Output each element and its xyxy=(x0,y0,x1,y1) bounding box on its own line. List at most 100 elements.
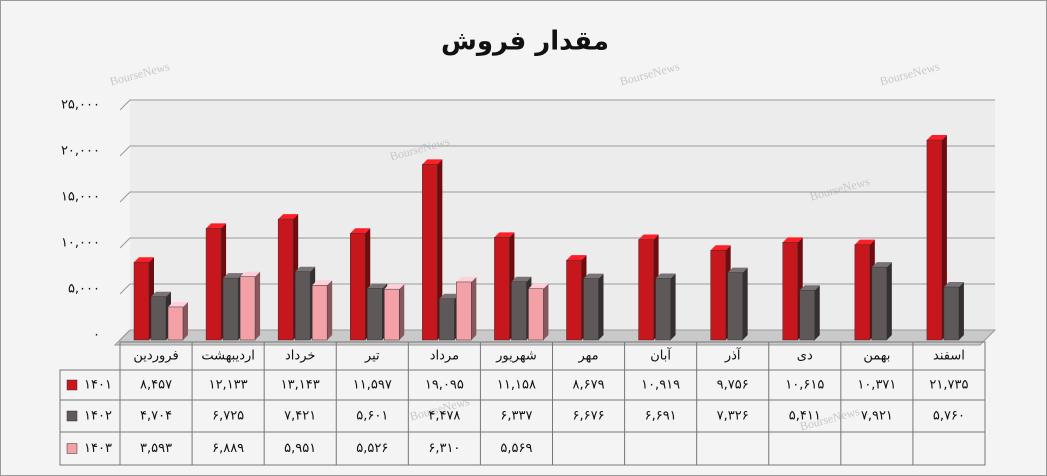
bar xyxy=(311,285,328,341)
value-label: ۷,۹۲۱ xyxy=(861,409,893,424)
bar-top xyxy=(655,273,676,279)
bar-side xyxy=(598,273,604,340)
grid-line xyxy=(119,99,995,111)
value-label: ۵,۴۱۱ xyxy=(789,409,821,424)
bar-top xyxy=(943,282,964,288)
bar xyxy=(150,296,167,341)
bar-top xyxy=(384,284,405,290)
value-label: ۹,۷۵۶ xyxy=(717,378,749,393)
bar-top xyxy=(439,293,460,299)
bar-top xyxy=(456,276,477,282)
value-label: ۵,۵۶۹ xyxy=(500,441,532,456)
bar xyxy=(167,306,184,341)
category-label: مرداد xyxy=(430,349,459,364)
value-label: ۱۱,۵۹۷ xyxy=(353,378,392,393)
category-label: دی xyxy=(797,349,813,364)
plot-wall xyxy=(130,100,995,330)
value-label: ۸,۴۵۷ xyxy=(140,378,172,393)
bar xyxy=(277,218,294,341)
legend-label: ۱۴۰۱ xyxy=(84,378,112,393)
grid-line xyxy=(119,145,995,157)
bar-top xyxy=(871,262,892,268)
bar-side xyxy=(327,280,333,340)
value-label: ۲۱,۷۳۵ xyxy=(929,378,968,393)
bar-top xyxy=(367,283,388,289)
bar-top xyxy=(168,301,188,307)
bar-top xyxy=(727,267,748,273)
value-label: ۶,۳۱۰ xyxy=(428,441,460,456)
value-label: ۷,۳۲۶ xyxy=(717,409,749,424)
value-label: ۱۰,۶۱۵ xyxy=(785,378,824,393)
grid-line xyxy=(119,191,995,203)
bar-side xyxy=(255,271,261,340)
bar xyxy=(456,281,472,341)
value-label: ۱۰,۳۷۱ xyxy=(857,378,896,393)
bar xyxy=(294,271,311,341)
bar-side xyxy=(814,285,820,340)
bar-top xyxy=(134,257,154,263)
y-tick-label: ۲۵,۰۰۰ xyxy=(61,98,100,113)
bar xyxy=(566,259,582,341)
category-label: مهر xyxy=(577,349,598,364)
bar xyxy=(511,281,527,341)
legend-swatch xyxy=(66,443,78,454)
bar-top xyxy=(206,223,227,229)
category-label: اردیبهشت xyxy=(201,349,255,364)
y-tick-label: ۰ xyxy=(93,328,100,343)
bar-top xyxy=(854,239,875,245)
bar xyxy=(439,298,455,341)
value-label: ۵,۵۲۶ xyxy=(356,441,388,456)
bar xyxy=(367,288,383,341)
value-label: ۶,۸۸۹ xyxy=(212,441,244,456)
category-label: تیر xyxy=(364,349,380,364)
value-label: ۱۱,۱۵۸ xyxy=(497,378,536,393)
value-label: ۱۰,۹۱۹ xyxy=(641,378,680,393)
category-label: بهمن xyxy=(863,349,890,364)
bar xyxy=(655,278,671,341)
value-label: ۱۳,۱۴۳ xyxy=(281,378,320,393)
y-tick-label: ۱۰,۰۰۰ xyxy=(61,236,100,251)
bar xyxy=(782,242,798,341)
bar-side xyxy=(471,276,477,340)
bar xyxy=(871,266,888,341)
bar-top xyxy=(422,159,443,165)
category-label: اسفند xyxy=(933,349,965,364)
bar xyxy=(926,139,943,341)
value-label: ۵,۷۶۰ xyxy=(933,409,965,424)
bar-top xyxy=(223,273,244,279)
bar xyxy=(494,237,510,341)
value-label: ۱۹,۰۹۵ xyxy=(425,378,464,393)
bar-top xyxy=(151,291,171,297)
grid-line xyxy=(119,329,995,341)
bar-side xyxy=(399,284,405,340)
bar xyxy=(422,164,438,341)
bar-top xyxy=(638,234,659,240)
y-tick-label: ۲۰,۰۰۰ xyxy=(61,144,100,159)
bar-side xyxy=(742,267,748,340)
legend-swatch xyxy=(66,379,78,391)
bar-side xyxy=(183,301,188,340)
bar-top xyxy=(528,283,549,289)
bar xyxy=(239,276,256,341)
bar-top xyxy=(583,273,604,279)
y-tick-label: ۵,۰۰۰ xyxy=(68,282,100,297)
bar-side xyxy=(886,262,892,340)
bar-top xyxy=(240,271,261,277)
bar xyxy=(350,233,366,341)
legend-swatch xyxy=(66,410,78,422)
bar-top xyxy=(926,135,947,141)
bar-top xyxy=(511,276,532,282)
bar-side xyxy=(670,273,676,340)
category-label: خرداد xyxy=(285,349,315,364)
bar xyxy=(710,249,726,341)
value-label: ۴,۷۰۴ xyxy=(140,409,172,424)
bar xyxy=(943,286,960,341)
bar-top xyxy=(799,285,820,291)
category-label: شهریور xyxy=(495,349,537,364)
bar xyxy=(727,272,743,341)
value-label: ۳,۵۹۳ xyxy=(140,441,172,456)
value-label: ۶,۳۳۷ xyxy=(500,409,532,424)
bar xyxy=(528,288,544,341)
bar-top xyxy=(494,232,515,238)
